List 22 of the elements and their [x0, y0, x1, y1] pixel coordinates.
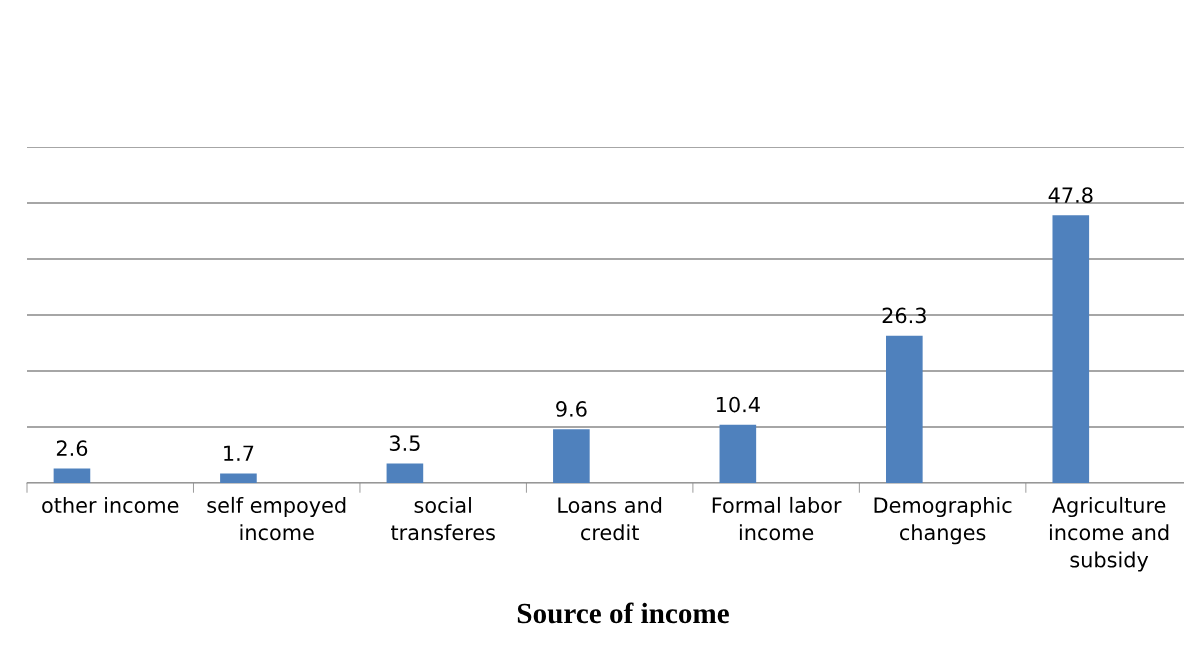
x-tick-label: Formal labor income — [712, 496, 842, 541]
data-label: 2.6 — [56, 440, 88, 457]
x-tick-label: social transferes — [391, 496, 495, 541]
data-label: 1.7 — [224, 445, 254, 461]
x-tick-label: Loans and credit — [558, 496, 662, 541]
data-label: 26.3 — [882, 307, 926, 324]
x-tick-label: other income — [42, 496, 179, 514]
data-label: 3.5 — [389, 435, 420, 452]
data-label: 47.8 — [1048, 187, 1093, 203]
bar — [220, 473, 257, 483]
x-tick-label: Demographic changes — [874, 496, 1012, 545]
bar — [386, 463, 424, 483]
bar — [553, 429, 590, 483]
x-tick-label: Agriculture income and subsidy — [1049, 496, 1169, 572]
bar — [1052, 215, 1090, 483]
data-label: 9.6 — [556, 401, 587, 417]
x-tick-label: self empoyed income — [207, 496, 346, 541]
bar — [719, 424, 757, 483]
bar — [886, 335, 923, 483]
data-label: 10.4 — [716, 396, 760, 413]
bar — [53, 468, 91, 483]
x-axis-title: Source of income — [517, 602, 729, 624]
